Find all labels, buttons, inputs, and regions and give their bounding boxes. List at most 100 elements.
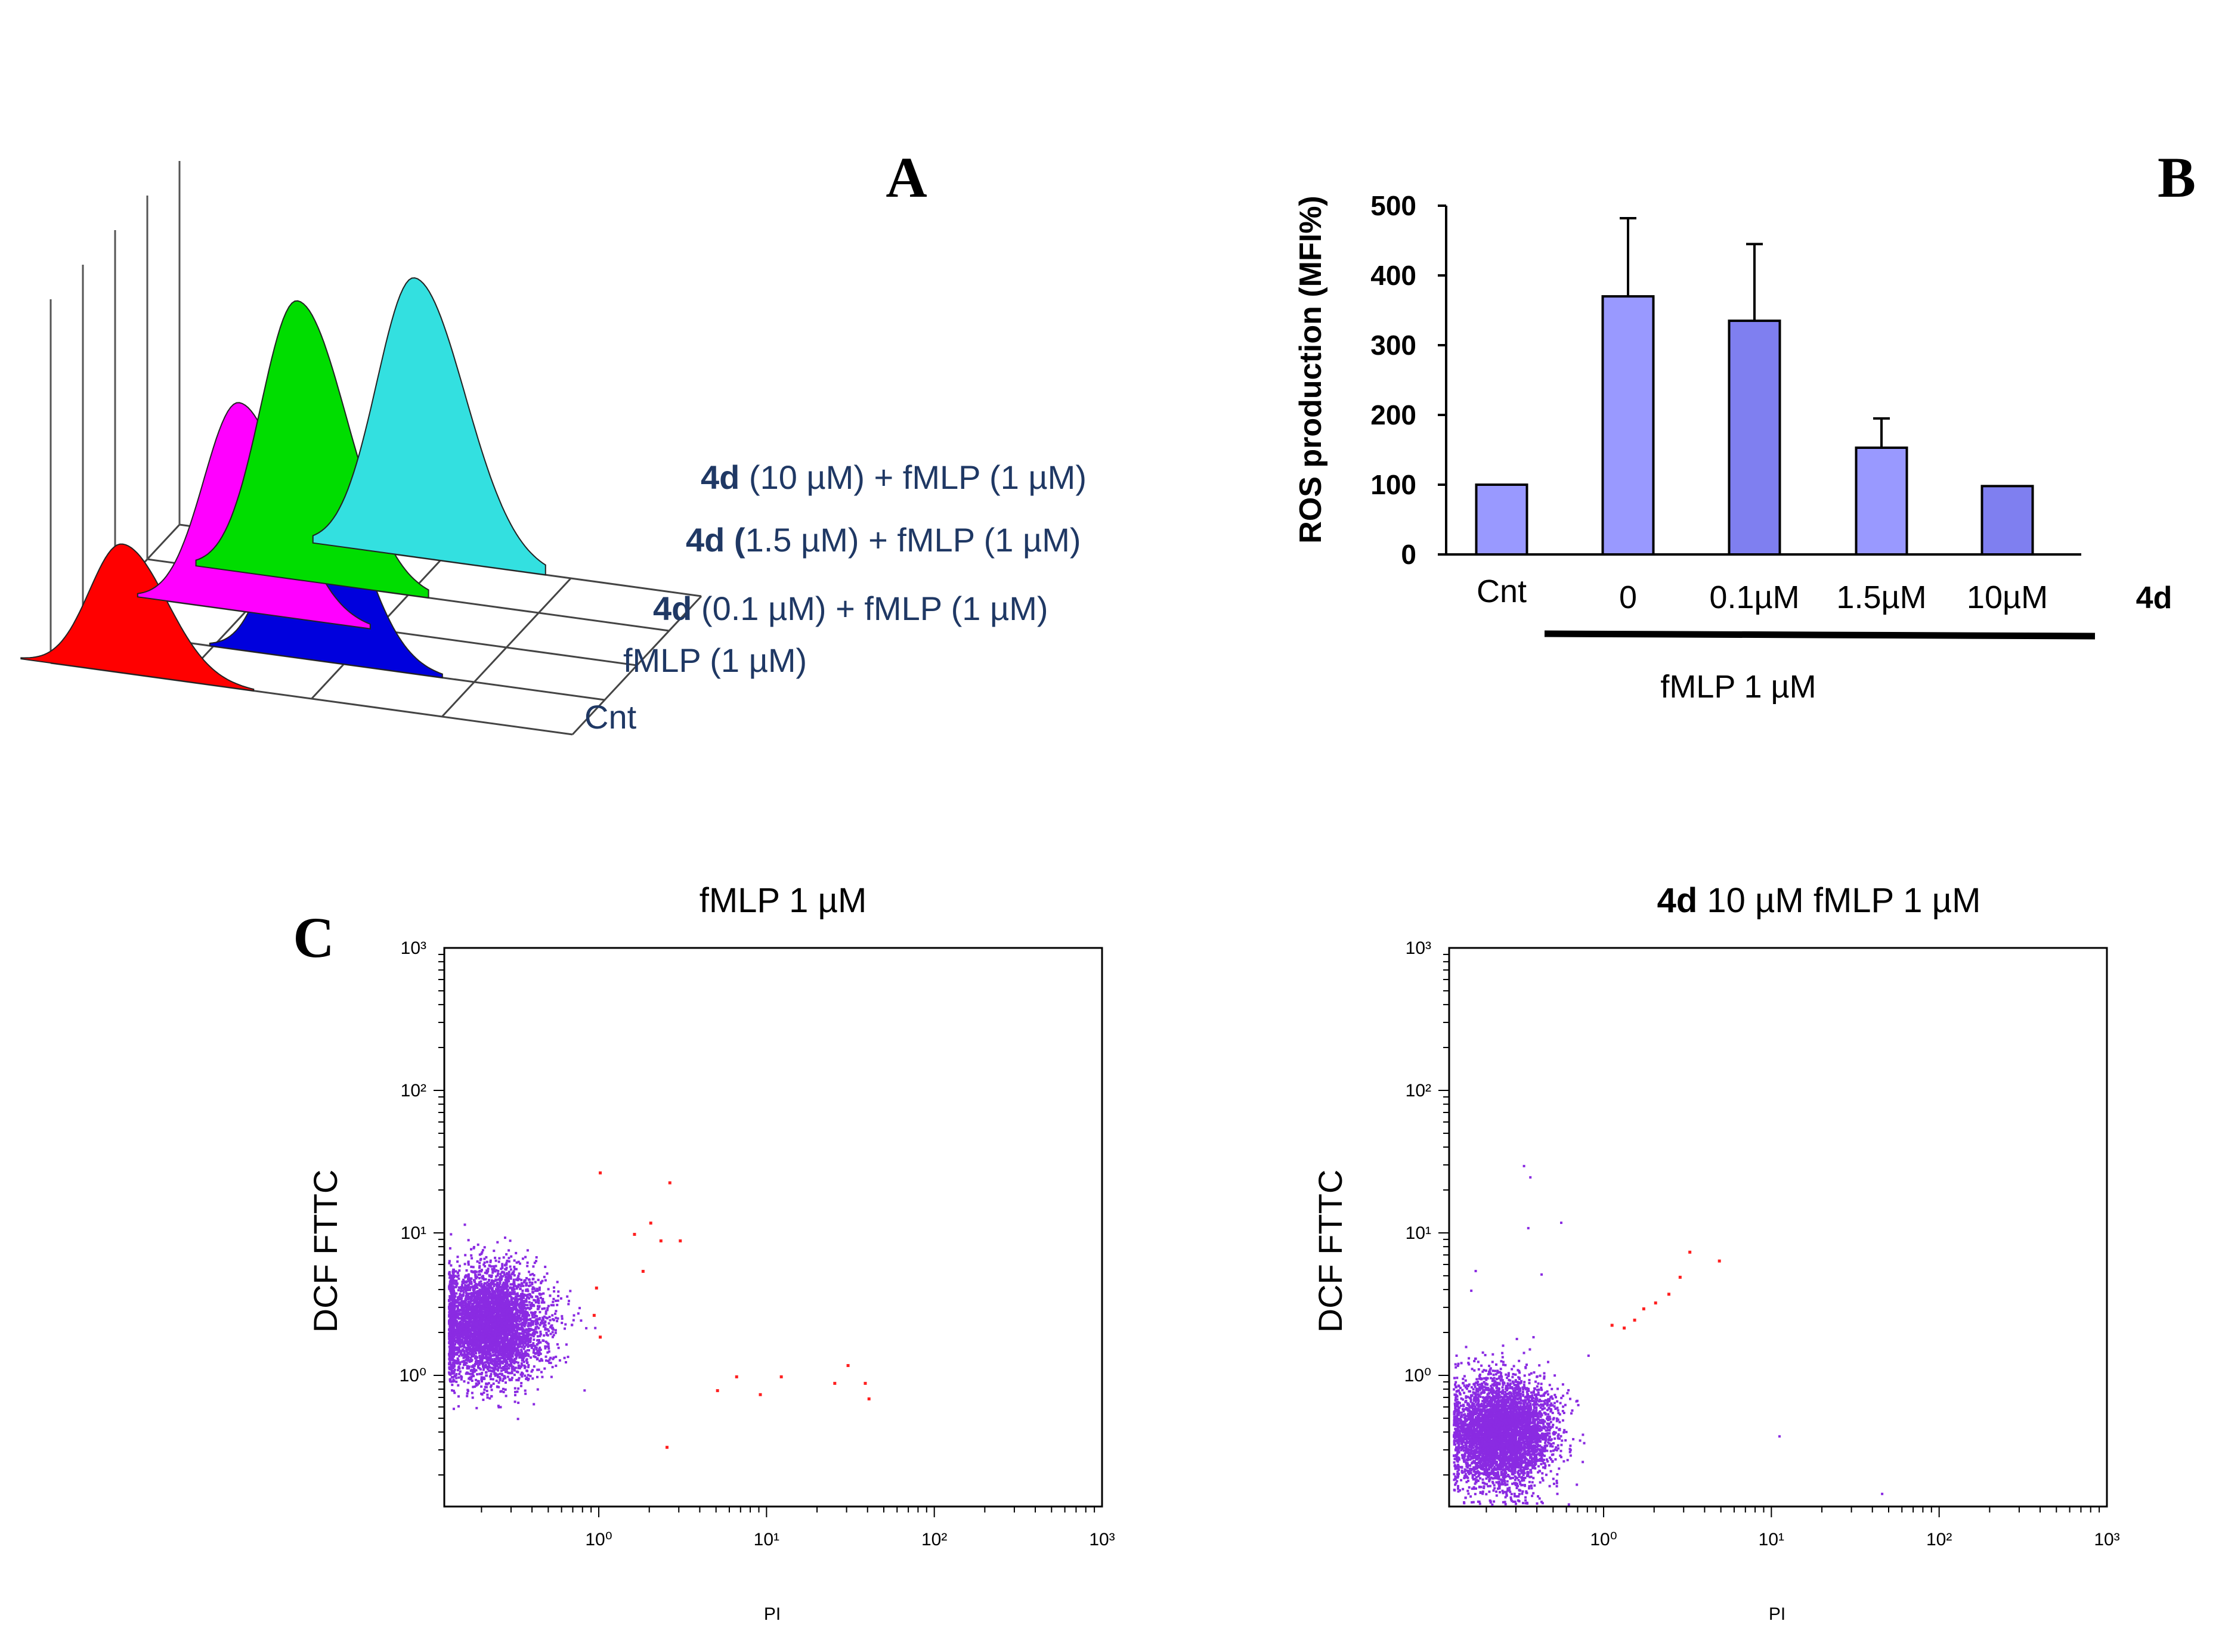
panel-c-cluster-point <box>540 1319 543 1322</box>
panel-c-cluster-point <box>469 1338 472 1341</box>
panel-c-cluster-point <box>484 1271 487 1274</box>
panel-c-cluster-point <box>461 1340 464 1343</box>
panel-c-cluster-point <box>465 1362 468 1365</box>
panel-c-cluster-point <box>456 1307 459 1310</box>
panel-c-cluster-point <box>484 1334 487 1337</box>
panel-c-cluster-point <box>456 1260 459 1263</box>
panel-c-cluster-point <box>506 1289 509 1292</box>
panel-c-cluster-point <box>518 1306 521 1309</box>
panel-c-cluster-point <box>497 1405 500 1408</box>
panel-c-cluster-point <box>496 1306 499 1309</box>
panel-c-cluster-point <box>515 1261 518 1264</box>
panel-c-cluster-point <box>506 1272 509 1275</box>
panel-c-cluster-point <box>454 1270 457 1273</box>
panel-c-cluster-point <box>502 1315 505 1318</box>
panel-b-y-tick-label: 500 <box>1370 190 1416 221</box>
panel-c-cluster-point <box>472 1266 475 1269</box>
panel-c-cluster-point <box>490 1336 493 1338</box>
panel-c-cluster-point <box>468 1331 471 1334</box>
panel-c-cluster-point <box>510 1337 513 1340</box>
panel-c-cluster-point <box>547 1329 550 1332</box>
panel-c-cluster-point <box>459 1338 462 1341</box>
panel-c-plot-frame <box>443 947 1103 1508</box>
panel-c-cluster-point <box>474 1334 476 1337</box>
panel-c-cluster-point <box>478 1329 481 1332</box>
panel-c-cluster-point <box>509 1283 512 1286</box>
panel-c-cluster-point <box>453 1300 456 1303</box>
panel-c-cluster-point <box>484 1282 487 1285</box>
panel-c-cluster-point <box>458 1295 461 1298</box>
panel-c-cluster-point <box>487 1325 490 1328</box>
panel-c-cluster-point <box>515 1370 518 1373</box>
panel-c-cluster-point <box>471 1303 474 1306</box>
panel-b-category-label: 0 <box>1619 579 1637 615</box>
panel-c-cluster-point <box>499 1379 502 1381</box>
panel-c-cluster-point <box>475 1332 478 1335</box>
panel-c-cluster-point <box>455 1292 458 1295</box>
panel-c-cluster-point <box>451 1290 454 1293</box>
panel-c-cluster-point <box>484 1309 487 1312</box>
panel-c-cluster-point <box>521 1310 524 1313</box>
panel-c-cluster-point <box>519 1338 522 1341</box>
panel-c-cluster-point <box>471 1334 474 1336</box>
panel-c-cluster-point <box>534 1327 537 1330</box>
panel-c-x-tick-label: 10² <box>921 1530 947 1549</box>
panel-c-cluster-point <box>478 1270 481 1273</box>
panel-c-cluster-point <box>493 1339 496 1342</box>
panel-c-cluster-point <box>521 1290 524 1292</box>
panel-c-cluster-point <box>448 1337 451 1340</box>
panel-c-cluster-point <box>538 1348 541 1351</box>
panel-c-cluster-point <box>513 1360 516 1363</box>
panel-c-cluster-point <box>452 1375 455 1378</box>
panel-c-cluster-point <box>519 1332 522 1335</box>
panel-c-cluster-point <box>527 1324 530 1326</box>
panel-c-cluster-point <box>470 1248 472 1251</box>
panel-c-cluster-point <box>537 1326 540 1329</box>
panel-c-cluster-point <box>494 1291 496 1294</box>
panel-c-cluster-point <box>495 1275 498 1278</box>
panel-c-cluster-point <box>460 1300 463 1303</box>
panel-c-cluster-point <box>474 1360 477 1363</box>
panel-c-cluster-point <box>523 1312 526 1315</box>
panel-c-cluster-point <box>483 1292 486 1295</box>
panel-c-cluster-point <box>472 1322 475 1325</box>
panel-c-cluster-point <box>492 1383 495 1385</box>
panel-c-cluster-point <box>472 1247 475 1250</box>
panel-c-cluster-point <box>476 1383 479 1386</box>
panel-c-cluster-point <box>465 1317 468 1320</box>
panel-c-cluster-point <box>515 1293 518 1295</box>
panel-c-cluster-point <box>449 1310 452 1313</box>
panel-c-cluster-point <box>512 1289 515 1292</box>
panel-c-cluster-point <box>557 1294 560 1297</box>
panel-c-cluster-point <box>509 1239 512 1242</box>
panel-c-cluster-point <box>487 1329 490 1332</box>
panel-c-cluster-point <box>497 1260 500 1263</box>
panel-c-cluster-point <box>490 1265 493 1268</box>
panel-c-cluster-point <box>541 1301 544 1304</box>
panel-c-cluster-point <box>482 1349 485 1352</box>
panel-c-cluster-point <box>465 1269 468 1272</box>
panel-c-cluster-point <box>516 1278 519 1281</box>
panel-c-cluster-point <box>527 1312 529 1315</box>
panel-c-cluster-point <box>464 1335 467 1338</box>
panel-c-cluster-point <box>518 1309 521 1312</box>
panel-c-cluster-point <box>497 1325 500 1328</box>
panel-c-cluster-point <box>510 1370 513 1373</box>
panel-c-cluster-point <box>451 1285 454 1288</box>
panel-c-cluster-point <box>478 1264 481 1267</box>
panel-c-cluster-point <box>490 1362 492 1365</box>
panel-c-cluster-point <box>466 1340 469 1343</box>
panel-c-cluster-point <box>490 1311 493 1314</box>
panel-c-cluster-point <box>518 1352 521 1355</box>
panel-c-cluster-point <box>491 1378 494 1381</box>
panel-c-cluster-point <box>520 1310 523 1313</box>
panel-c-cluster-point <box>527 1342 530 1345</box>
panel-c-cluster-point <box>488 1287 491 1290</box>
panel-c-cluster-point <box>495 1324 498 1327</box>
panel-c-cluster-point <box>454 1313 457 1316</box>
panel-c-cluster-point <box>500 1337 503 1340</box>
panel-c-cluster-point <box>482 1298 485 1301</box>
panel-c-cluster-point <box>525 1336 528 1339</box>
panel-c-cluster-point <box>505 1262 508 1264</box>
panel-c-cluster-point <box>456 1309 459 1312</box>
